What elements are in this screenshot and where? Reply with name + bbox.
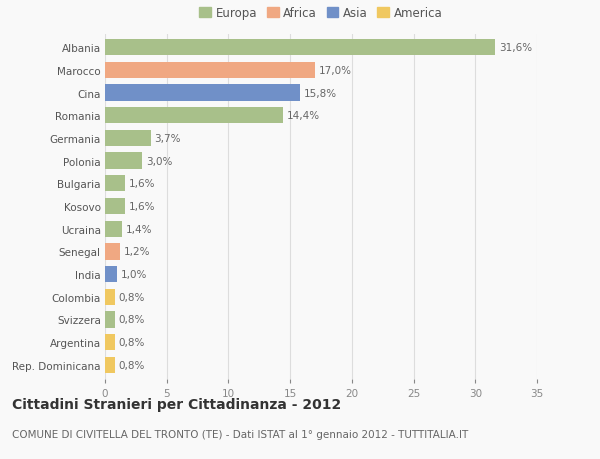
Text: 1,6%: 1,6% [128,179,155,189]
Bar [105,62,315,79]
Text: 3,7%: 3,7% [154,134,181,144]
Text: Cittadini Stranieri per Cittadinanza - 2012: Cittadini Stranieri per Cittadinanza - 2… [12,397,341,411]
Legend: Europa, Africa, Asia, America: Europa, Africa, Asia, America [194,2,448,25]
Bar [105,266,118,283]
Text: COMUNE DI CIVITELLA DEL TRONTO (TE) - Dati ISTAT al 1° gennaio 2012 - TUTTITALIA: COMUNE DI CIVITELLA DEL TRONTO (TE) - Da… [12,429,468,439]
Text: 0,8%: 0,8% [119,337,145,347]
Bar [105,130,151,147]
Text: 3,0%: 3,0% [146,156,172,166]
Bar [105,108,283,124]
Bar [105,198,125,215]
Text: 1,0%: 1,0% [121,269,148,280]
Text: 1,2%: 1,2% [124,247,150,257]
Bar [105,40,495,56]
Bar [105,334,115,351]
Bar [105,176,125,192]
Bar [105,289,115,305]
Text: 31,6%: 31,6% [499,43,532,53]
Text: 1,6%: 1,6% [128,202,155,212]
Text: 0,8%: 0,8% [119,292,145,302]
Text: 17,0%: 17,0% [319,66,352,76]
Text: 15,8%: 15,8% [304,88,337,98]
Bar [105,85,300,101]
Text: 0,8%: 0,8% [119,315,145,325]
Bar [105,153,142,169]
Bar [105,221,122,237]
Text: 0,8%: 0,8% [119,360,145,370]
Bar [105,244,120,260]
Bar [105,357,115,373]
Text: 1,4%: 1,4% [126,224,152,234]
Text: 14,4%: 14,4% [286,111,320,121]
Bar [105,312,115,328]
